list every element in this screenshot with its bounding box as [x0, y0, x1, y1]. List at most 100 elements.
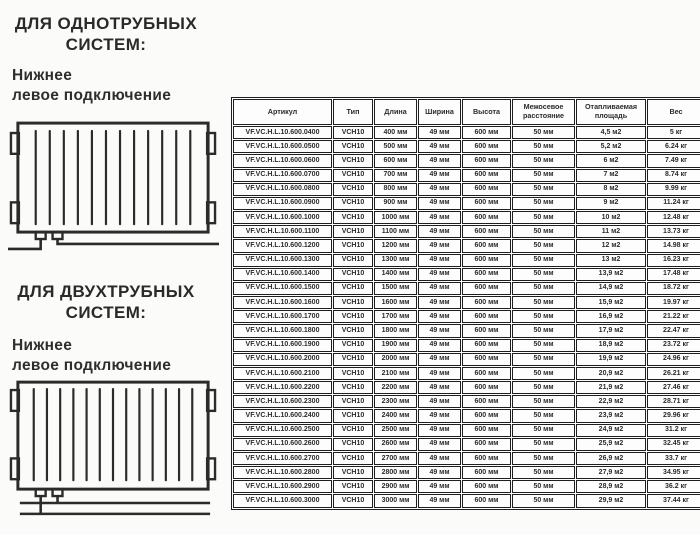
table-cell: 49 мм	[418, 437, 461, 451]
table-cell: 600 мм	[462, 466, 511, 480]
table-cell: 50 мм	[512, 437, 575, 451]
table-cell: VF.VC.H.L.10.600.0400	[233, 126, 332, 140]
table-cell: VCH10	[333, 168, 373, 182]
table-cell: 11.24 кг	[647, 196, 700, 211]
table-cell: 50 мм	[512, 494, 575, 508]
table-cell: 49 мм	[418, 381, 461, 395]
table-row: VF.VC.H.L.10.600.1900 VCH10 1900 мм 49 мм 60…	[233, 338, 700, 352]
table-cell: 600 мм	[462, 253, 511, 267]
table-cell: 50 мм	[512, 211, 575, 225]
table-cell: 1600 мм	[374, 296, 417, 310]
table-cell: 600 мм	[462, 126, 511, 140]
table-cell: 400 мм	[374, 126, 417, 140]
table-row: VF.VC.H.L.10.600.2600 VCH10 2600 мм 49 мм 60…	[233, 437, 700, 451]
table-cell: 50 мм	[512, 381, 575, 395]
subtitle-line: левое подключение	[12, 86, 172, 104]
table-cell: 50 мм	[512, 480, 575, 494]
table-cell: 1400 мм	[374, 267, 417, 281]
table-cell: 50 мм	[512, 182, 575, 196]
column-header-0: Артикул	[233, 99, 332, 125]
table-cell: 1300 мм	[374, 253, 417, 267]
radiator-body	[16, 121, 210, 234]
table-cell: VCH10	[333, 381, 373, 395]
column-header-1: Тип	[333, 99, 373, 125]
table-cell: 50 мм	[512, 239, 575, 253]
table-row: VF.VC.H.L.10.600.2200 VCH10 2200 мм 49 мм 60…	[233, 381, 700, 395]
table-row: VF.VC.H.L.10.600.1100 VCH10 1100 мм 49 мм 60…	[233, 225, 700, 239]
table-cell: 600 мм	[462, 154, 511, 168]
two-pipe-section-title: ДЛЯ ДВУХТРУБНЫХ СИСТЕМ:	[10, 281, 202, 323]
table-cell: VF.VC.H.L.10.600.1900	[233, 338, 332, 352]
table-cell: 37.44 кг	[647, 494, 700, 508]
column-header-7: Вес	[647, 99, 700, 125]
table-row: VF.VC.H.L.10.600.2700 VCH10 2700 мм 49 мм 60…	[233, 451, 700, 466]
table-cell: 50 мм	[512, 140, 575, 154]
table-cell: 50 мм	[512, 154, 575, 168]
table-cell: 600 мм	[462, 480, 511, 494]
table-cell: 600 мм	[462, 338, 511, 352]
radiator-diagram-single-pipe	[7, 121, 220, 251]
table-cell: VCH10	[333, 395, 373, 409]
left-column: ДЛЯ ОДНОТРУБНЫХ СИСТЕМ: Нижнее левое под…	[0, 0, 228, 535]
table-cell: VCH10	[333, 182, 373, 196]
table-cell: 28,9 м2	[576, 480, 646, 494]
table-body: VF.VC.H.L.10.600.0400 VCH10 400 мм 49 мм 600…	[233, 126, 700, 508]
table-cell: 50 мм	[512, 395, 575, 409]
table-cell: 7.49 кг	[647, 154, 700, 168]
table-row: VF.VC.H.L.10.600.2400 VCH10 2400 мм 49 мм 60…	[233, 409, 700, 423]
table-cell: 15,9 м2	[576, 296, 646, 310]
table-row: VF.VC.H.L.10.600.1400 VCH10 1400 мм 49 мм 60…	[233, 267, 700, 281]
table-row: VF.VC.H.L.10.600.2100 VCH10 2100 мм 49 мм 60…	[233, 366, 700, 381]
table-cell: 600 мм	[462, 239, 511, 253]
table-cell: 49 мм	[418, 480, 461, 494]
table-cell: 600 мм	[462, 324, 511, 338]
table-cell: VF.VC.H.L.10.600.2900	[233, 480, 332, 494]
table-cell: 500 мм	[374, 140, 417, 154]
table-cell: 49 мм	[418, 140, 461, 154]
table-cell: 31.2 кг	[647, 423, 700, 437]
table-row: VF.VC.H.L.10.600.0700 VCH10 700 мм 49 мм 600…	[233, 168, 700, 182]
table-cell: 14.98 кг	[647, 239, 700, 253]
table-cell: 49 мм	[418, 395, 461, 409]
table-cell: 16.23 кг	[647, 253, 700, 267]
table-cell: VF.VC.H.L.10.600.1600	[233, 296, 332, 310]
table-cell: 5 кг	[647, 126, 700, 140]
table-row: VF.VC.H.L.10.600.0500 VCH10 500 мм 49 мм 600…	[233, 140, 700, 154]
table-cell: VF.VC.H.L.10.600.2200	[233, 381, 332, 395]
table-cell: 49 мм	[418, 154, 461, 168]
pipe-outlet-line	[56, 239, 220, 246]
table-cell: 600 мм	[462, 494, 511, 508]
pipe-inlet-line	[7, 239, 42, 251]
table-cell: 49 мм	[418, 225, 461, 239]
table-row: VF.VC.H.L.10.600.0600 VCH10 600 мм 49 мм 600…	[233, 154, 700, 168]
table-cell: VF.VC.H.L.10.600.1300	[233, 253, 332, 267]
table-cell: VCH10	[333, 196, 373, 211]
table-cell: 600 мм	[462, 168, 511, 182]
table-cell: 27,9 м2	[576, 466, 646, 480]
table-cell: VCH10	[333, 466, 373, 480]
table-row: VF.VC.H.L.10.600.3000 VCH10 3000 мм 49 мм 60…	[233, 494, 700, 508]
table-cell: 600 мм	[462, 423, 511, 437]
section-title-line: ДЛЯ ОДНОТРУБНЫХ	[14, 14, 198, 33]
table-row: VF.VC.H.L.10.600.1600 VCH10 1600 мм 49 мм 60…	[233, 296, 700, 310]
table-cell: 50 мм	[512, 352, 575, 366]
table-cell: 13 м2	[576, 253, 646, 267]
table-cell: 50 мм	[512, 296, 575, 310]
table-cell: VF.VC.H.L.10.600.0700	[233, 168, 332, 182]
table-cell: 36.2 кг	[647, 480, 700, 494]
radiator-ribs	[34, 129, 192, 226]
table-cell: 600 мм	[462, 409, 511, 423]
table-row: VF.VC.H.L.10.600.1200 VCH10 1200 мм 49 мм 60…	[233, 239, 700, 253]
table-cell: 8.74 кг	[647, 168, 700, 182]
table-cell: 2300 мм	[374, 395, 417, 409]
table-cell: VCH10	[333, 140, 373, 154]
section-title-line: СИСТЕМ:	[65, 35, 147, 54]
table-cell: VCH10	[333, 281, 373, 296]
table-cell: 50 мм	[512, 423, 575, 437]
table-cell: 9 м2	[576, 196, 646, 211]
table-cell: 32.45 кг	[647, 437, 700, 451]
column-header-6: Отапливаемая площадь	[576, 99, 646, 125]
table-cell: VF.VC.H.L.10.600.1700	[233, 310, 332, 324]
table-cell: 600 мм	[462, 225, 511, 239]
table-cell: VCH10	[333, 310, 373, 324]
